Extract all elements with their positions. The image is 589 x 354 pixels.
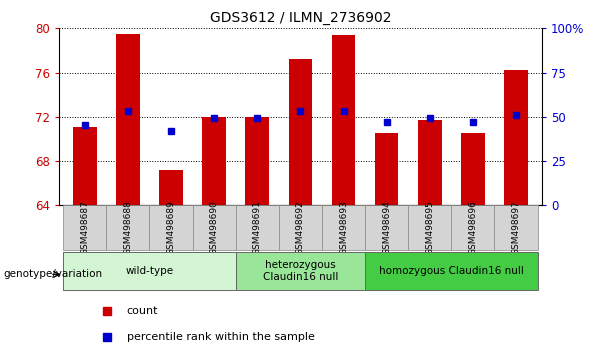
Text: GSM498688: GSM498688 — [124, 200, 133, 255]
Text: GSM498691: GSM498691 — [253, 200, 262, 255]
Text: GSM498695: GSM498695 — [425, 200, 434, 255]
Bar — [418, 120, 442, 205]
Text: wild-type: wild-type — [125, 266, 174, 276]
Text: homozygous Claudin16 null: homozygous Claudin16 null — [379, 266, 524, 276]
FancyBboxPatch shape — [150, 205, 193, 250]
FancyBboxPatch shape — [494, 205, 538, 250]
FancyBboxPatch shape — [236, 252, 365, 290]
FancyBboxPatch shape — [365, 252, 538, 290]
Text: heterozygous
Claudin16 null: heterozygous Claudin16 null — [263, 260, 338, 282]
Text: GSM498697: GSM498697 — [511, 200, 521, 255]
Bar — [202, 117, 226, 205]
Bar — [375, 133, 399, 205]
Bar — [246, 117, 269, 205]
Bar — [289, 59, 312, 205]
Text: GSM498690: GSM498690 — [210, 200, 219, 255]
FancyBboxPatch shape — [365, 205, 408, 250]
FancyBboxPatch shape — [451, 205, 494, 250]
Text: percentile rank within the sample: percentile rank within the sample — [127, 332, 315, 342]
Text: GSM498692: GSM498692 — [296, 200, 305, 255]
Text: GSM498689: GSM498689 — [167, 200, 176, 255]
Bar — [116, 34, 140, 205]
Bar — [159, 170, 183, 205]
FancyBboxPatch shape — [236, 205, 279, 250]
FancyBboxPatch shape — [107, 205, 150, 250]
Bar — [461, 133, 485, 205]
FancyBboxPatch shape — [279, 205, 322, 250]
FancyBboxPatch shape — [322, 205, 365, 250]
Text: GSM498693: GSM498693 — [339, 200, 348, 255]
Text: GSM498696: GSM498696 — [468, 200, 477, 255]
Text: GSM498687: GSM498687 — [80, 200, 90, 255]
FancyBboxPatch shape — [193, 205, 236, 250]
FancyBboxPatch shape — [408, 205, 451, 250]
Title: GDS3612 / ILMN_2736902: GDS3612 / ILMN_2736902 — [210, 11, 391, 24]
Bar — [332, 35, 355, 205]
Text: count: count — [127, 306, 158, 316]
Bar — [73, 127, 97, 205]
Text: genotype/variation: genotype/variation — [3, 269, 102, 279]
FancyBboxPatch shape — [63, 205, 107, 250]
FancyBboxPatch shape — [63, 252, 236, 290]
Text: GSM498694: GSM498694 — [382, 200, 391, 255]
Bar — [504, 70, 528, 205]
